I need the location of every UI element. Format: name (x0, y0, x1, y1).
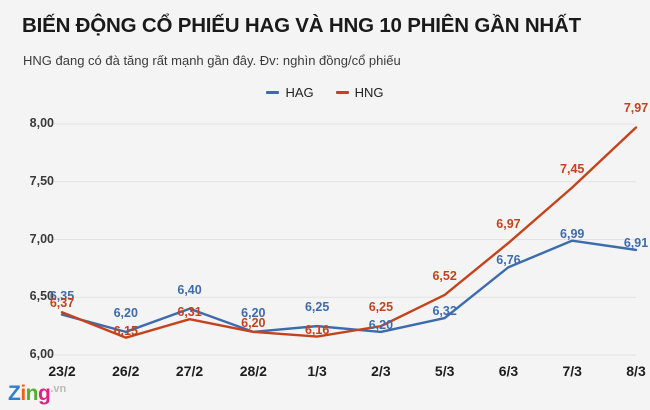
data-label-hag-28-2: 6,20 (241, 305, 266, 320)
data-label-hag-6-3: 6,76 (496, 253, 521, 268)
data-label-hng-1-3: 6,16 (304, 322, 330, 337)
watermark-letter-z: Z (8, 382, 21, 405)
data-label-hag-2-3: 6,20 (368, 317, 394, 332)
data-label-hng-7-3: 7,45 (560, 161, 585, 176)
data-label-hng-5-3: 6,52 (432, 268, 457, 283)
x-axis-tick-label: 8/3 (626, 363, 646, 379)
data-label-hng-8-3: 7,97 (623, 101, 649, 116)
data-label-hag-5-3: 6,32 (432, 304, 457, 319)
x-axis-tick-label: 7/3 (562, 363, 582, 379)
watermark-domain: .vn (50, 383, 67, 395)
series-line-hng (60, 126, 638, 339)
legend-swatch-hng (335, 91, 349, 94)
x-axis-tick-label: 27/2 (175, 363, 204, 379)
data-label-hng-2-3: 6,25 (368, 300, 394, 315)
x-axis-tick-label: 23/2 (48, 363, 76, 379)
zing-watermark: Zing.vn (8, 383, 66, 404)
y-axis-tick-label: 6,00 (29, 347, 54, 361)
data-label-hag-1-3: 6,25 (304, 300, 330, 315)
series-lines (60, 126, 638, 339)
legend-label-hng: HNG (354, 85, 384, 100)
legend-item-hag[interactable]: HAG (266, 85, 314, 100)
data-label-hag-7-3: 6,99 (560, 226, 585, 241)
data-label-hng-28-2: 6,20 (241, 315, 266, 330)
chart-title: BIẾN ĐỘNG CỔ PHIẾU HAG VÀ HNG 10 PHIÊN G… (22, 14, 581, 37)
x-axis-tick-label: 1/3 (307, 363, 327, 379)
legend-label-hag: HAG (285, 85, 314, 100)
x-axis-tick-label: 28/2 (239, 363, 267, 379)
data-label-hng-6-3: 6,97 (496, 216, 521, 231)
data-label-hag-8-3: 6,91 (623, 235, 649, 250)
data-label-hng-26-2: 6,15 (113, 323, 138, 338)
data-label-hag-23-2: 6,35 (49, 288, 75, 303)
data-label-hng-23-2: 6,37 (49, 296, 75, 311)
watermark-letter-i: i (20, 382, 26, 405)
watermark-letter-g: g (38, 382, 51, 405)
legend-swatch-hag (266, 91, 280, 94)
gridlines (54, 123, 636, 356)
chart-subtitle: HNG đang có đà tăng rất mạnh gần đây. Đv… (23, 53, 401, 68)
x-axis-tick-label: 5/3 (434, 363, 455, 379)
x-axis-tick-label: 26/2 (112, 363, 140, 379)
x-axis-tick-label: 2/3 (371, 363, 391, 379)
y-axis-tick-label: 6,50 (29, 289, 54, 304)
y-axis-tick-label: 7,00 (29, 231, 54, 246)
watermark-letter-n: n (25, 382, 39, 405)
y-axis-tick-label: 7,50 (29, 173, 54, 188)
data-label-hng-27-2: 6,31 (177, 305, 202, 320)
data-label-hag-27-2: 6,40 (177, 282, 202, 297)
series-line-hag (60, 239, 638, 334)
y-axis-tick-label: 8,00 (29, 116, 54, 130)
data-label-hag-26-2: 6,20 (113, 305, 138, 320)
chart-legend: HAG HNG (0, 85, 650, 100)
x-axis-tick-label: 6/3 (498, 363, 519, 379)
legend-item-hng[interactable]: HNG (335, 85, 384, 100)
